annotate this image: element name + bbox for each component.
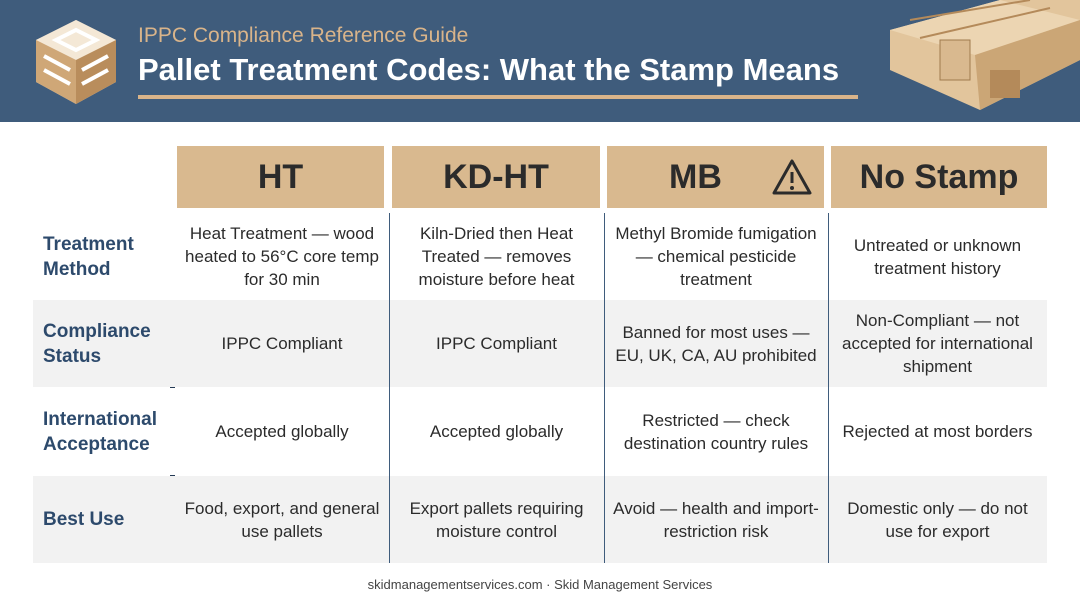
- cell: Methyl Bromide fumigation — chemical pes…: [615, 224, 817, 289]
- row-background: [33, 476, 1047, 563]
- cell: Banned for most uses — EU, UK, CA, AU pr…: [615, 322, 817, 365]
- subtitle: IPPC Compliance Reference Guide: [138, 24, 469, 47]
- footer: skidmanagementservices.com · Skid Manage…: [367, 577, 713, 592]
- row-label: Best Use: [43, 509, 125, 530]
- column-header: KD-HT: [392, 146, 600, 208]
- cell: Accepted globally: [429, 422, 564, 441]
- cell: Non-Compliant — not accepted for interna…: [842, 311, 1033, 376]
- cell: Rejected at most borders: [842, 422, 1033, 441]
- row-background: [33, 300, 1047, 387]
- row-label: International Acceptance: [43, 408, 158, 455]
- cell: Domestic only — do not use for export: [847, 498, 1028, 541]
- column-header: No Stamp: [831, 146, 1047, 208]
- cell: IPPC Compliant: [221, 334, 343, 353]
- column-header: MB: [607, 146, 824, 208]
- warning-icon: [772, 159, 812, 195]
- cell: Untreated or unknown treatment history: [853, 235, 1022, 278]
- pallet-illustration: [890, 0, 1080, 110]
- cell: IPPC Compliant: [436, 334, 557, 353]
- cell: Accepted globally: [215, 422, 349, 441]
- row-background: [33, 388, 1047, 475]
- cell: Avoid — health and import-restriction ri…: [613, 498, 819, 541]
- title: Pallet Treatment Codes: What the Stamp M…: [138, 52, 840, 87]
- column-separator: [828, 213, 829, 563]
- cell: Kiln-Dried then Heat Treated — removes m…: [418, 224, 575, 289]
- column-separator: [389, 213, 390, 563]
- logo: [36, 20, 116, 104]
- row-background: [33, 213, 1047, 300]
- title-underline: [138, 95, 858, 99]
- cell: Food, export, and general use pallets: [184, 498, 380, 541]
- column-separator: [604, 213, 605, 563]
- row-label: Compliance Status: [43, 320, 151, 367]
- column-header: HT: [177, 146, 384, 208]
- cell: Heat Treatment — wood heated to 56°C cor…: [185, 224, 379, 289]
- cell: Export pallets requiring moisture contro…: [409, 498, 584, 541]
- cell: Restricted — check destination country r…: [623, 410, 809, 453]
- row-label: Treatment Method: [43, 233, 134, 280]
